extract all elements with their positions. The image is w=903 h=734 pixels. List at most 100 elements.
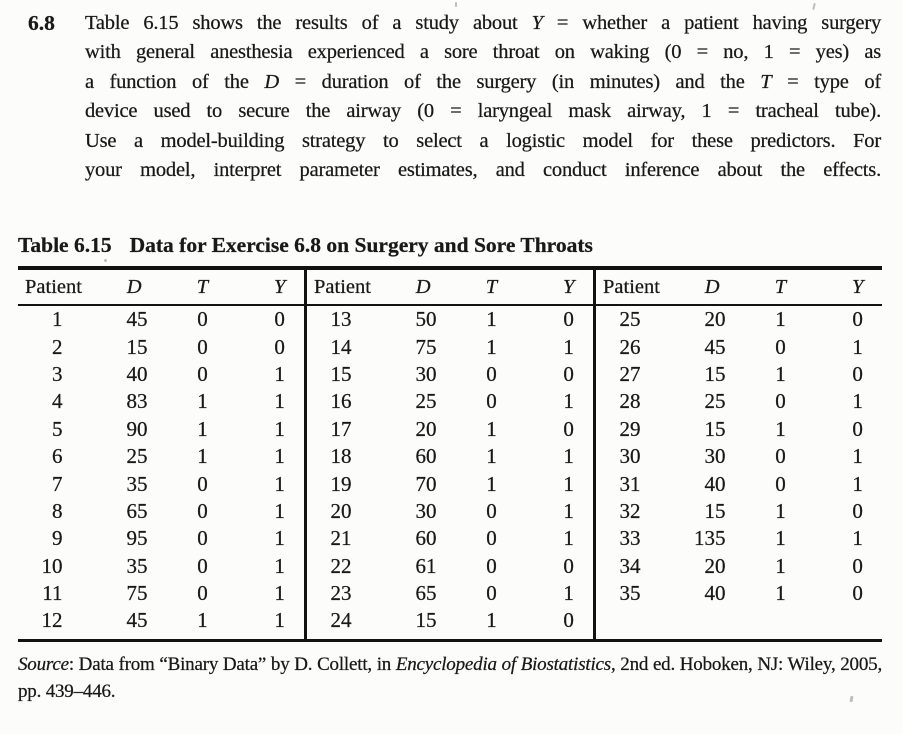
d-cell: 35 (126, 471, 148, 496)
d-cell: 20 (704, 307, 726, 332)
t-cell: 1 (486, 608, 497, 633)
y-cell: 0 (852, 361, 863, 386)
column-header-d: D (69, 270, 150, 306)
t-cell: 0 (197, 553, 208, 578)
y-cell: 0 (563, 416, 574, 441)
exercise-text-line: a function of the D = duration of the su… (85, 68, 881, 97)
table-row: 3 40 0 1 (18, 361, 304, 388)
table-row: 29 15 1 0 (596, 416, 882, 443)
text-segment: , 2nd ed. Hoboken, NJ: Wiley, 2005, pp. … (18, 654, 882, 702)
d-cell: 45 (126, 608, 148, 633)
patient-cell: 27 (619, 361, 641, 386)
t-cell: 0 (775, 334, 786, 359)
patient-cell: 25 (619, 307, 641, 332)
patient-cell: 18 (330, 444, 352, 469)
d-cell: 25 (126, 444, 148, 469)
patient-cell: 1 (51, 307, 63, 332)
y-cell: 1 (274, 389, 285, 414)
italic-text: T (760, 70, 772, 93)
y-cell: 1 (274, 361, 285, 386)
t-cell: 0 (486, 581, 497, 606)
table-row: 19 70 1 1 (307, 470, 593, 497)
column-header-y: Y (833, 270, 882, 306)
t-cell: 1 (486, 444, 497, 469)
column-header-d: D (358, 270, 439, 306)
d-cell: 95 (126, 526, 148, 551)
table-row: 33 135 1 1 (596, 525, 882, 552)
y-cell: 1 (852, 389, 863, 414)
scan-artifact (455, 2, 457, 7)
y-cell: 0 (852, 498, 863, 523)
patient-cell: 19 (330, 471, 352, 496)
column-header-patient: Patient (596, 270, 660, 306)
patient-cell: 24 (330, 608, 352, 633)
y-cell: 1 (563, 444, 574, 469)
data-table: Patient D T Y 1 45 0 0 2 15 0 0 3 40 0 1 4 83 1 1 5 90 1 1 6 25 1 1… (18, 266, 882, 642)
t-cell: 0 (197, 361, 208, 386)
text-segment: device used to secure the airway (0 = la… (85, 100, 881, 123)
y-cell: 1 (852, 526, 863, 551)
header-row: Patient D T Y (18, 270, 304, 306)
y-cell: 1 (563, 389, 574, 414)
t-cell: 0 (197, 526, 208, 551)
text-segment: with general anesthesia experienced a so… (85, 41, 881, 64)
patient-cell: 11 (42, 581, 63, 606)
table-row: 26 45 0 1 (596, 333, 882, 360)
t-cell: 0 (197, 334, 208, 359)
table-caption: Table 6.15 Data for Exercise 6.8 on Surge… (18, 233, 593, 259)
column-header-y: Y (544, 270, 593, 306)
y-cell: 1 (852, 471, 863, 496)
patient-cell: 30 (619, 444, 641, 469)
table-row: 25 20 1 0 (596, 305, 882, 333)
t-cell: 1 (775, 416, 786, 441)
table-row: 31 40 0 1 (596, 470, 882, 497)
t-cell: 0 (486, 553, 497, 578)
t-cell: 1 (775, 498, 786, 523)
exercise-text-line: your model, interpret parameter estimate… (85, 156, 881, 185)
t-cell: 0 (197, 307, 208, 332)
t-cell: 0 (486, 361, 497, 386)
table-row: 6 25 1 1 (18, 443, 304, 470)
table-row: 21 60 0 1 (307, 525, 593, 552)
d-cell: 45 (704, 334, 726, 359)
d-cell: 15 (704, 498, 726, 523)
t-cell: 1 (197, 608, 208, 633)
t-cell: 0 (775, 389, 786, 414)
y-cell: 1 (852, 334, 863, 359)
table-row: 4 83 1 1 (18, 388, 304, 415)
column-header-d: D (647, 270, 728, 306)
column-header-t: T (727, 270, 834, 306)
text-segment: = whether a patient having surgery (542, 12, 882, 34)
table-row: 27 15 1 0 (596, 361, 882, 388)
patient-cell: 35 (619, 581, 641, 606)
t-cell: 1 (486, 307, 497, 332)
t-cell: 1 (486, 416, 497, 441)
t-cell: 0 (486, 389, 497, 414)
italic-text: Source (18, 654, 69, 675)
patient-cell: 14 (330, 334, 352, 359)
table-row: 28 25 0 1 (596, 388, 882, 415)
y-cell: 1 (274, 526, 285, 551)
d-cell: 90 (126, 416, 148, 441)
t-cell: 0 (197, 581, 208, 606)
y-cell: 0 (563, 553, 574, 578)
t-cell: 0 (486, 498, 497, 523)
d-cell: 75 (415, 334, 437, 359)
table-caption-label: Table 6.15 (18, 233, 112, 257)
table-row: 5 90 1 1 (18, 416, 304, 443)
t-cell: 0 (197, 498, 208, 523)
text-segment: Table 6.15 shows the results of a study … (85, 12, 532, 34)
patient-cell: 12 (41, 608, 63, 633)
y-cell: 0 (274, 334, 285, 359)
y-cell: 1 (563, 498, 574, 523)
d-cell: 35 (126, 553, 148, 578)
y-cell: 0 (852, 416, 863, 441)
d-cell: 30 (415, 361, 437, 386)
table-row: 24 15 1 0 (307, 607, 593, 634)
d-cell: 83 (126, 389, 148, 414)
y-cell: 1 (563, 334, 574, 359)
table-row: 8 65 0 1 (18, 498, 304, 525)
d-cell: 45 (126, 307, 148, 332)
t-cell: 1 (775, 553, 786, 578)
